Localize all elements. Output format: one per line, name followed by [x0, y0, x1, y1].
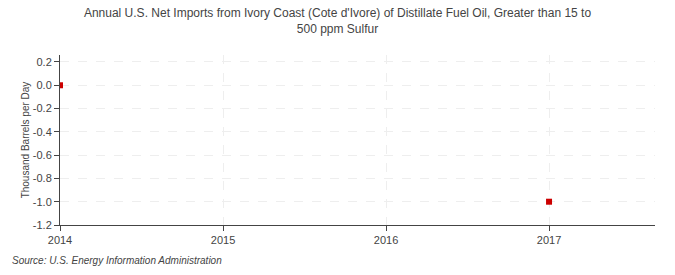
svg-text:2015: 2015 [211, 234, 235, 246]
svg-text:-0.4: -0.4 [33, 126, 52, 138]
svg-text:-0.6: -0.6 [33, 149, 52, 161]
svg-text:Annual U.S. Net Imports from I: Annual U.S. Net Imports from Ivory Coast… [84, 6, 591, 36]
svg-text:-0.2: -0.2 [33, 102, 52, 114]
svg-text:0.0: 0.0 [37, 79, 52, 91]
svg-text:Thousand Barrels per Day: Thousand Barrels per Day [20, 82, 31, 199]
svg-text:0.2: 0.2 [37, 56, 52, 68]
svg-text:Source: U.S. Energy Informatio: Source: U.S. Energy Information Administ… [12, 255, 222, 266]
svg-text:2017: 2017 [537, 234, 561, 246]
svg-text:2016: 2016 [374, 234, 398, 246]
svg-text:-0.8: -0.8 [33, 172, 52, 184]
svg-text:2014: 2014 [48, 234, 72, 246]
svg-text:-1.2: -1.2 [33, 219, 52, 231]
svg-text:-1.0: -1.0 [33, 196, 52, 208]
